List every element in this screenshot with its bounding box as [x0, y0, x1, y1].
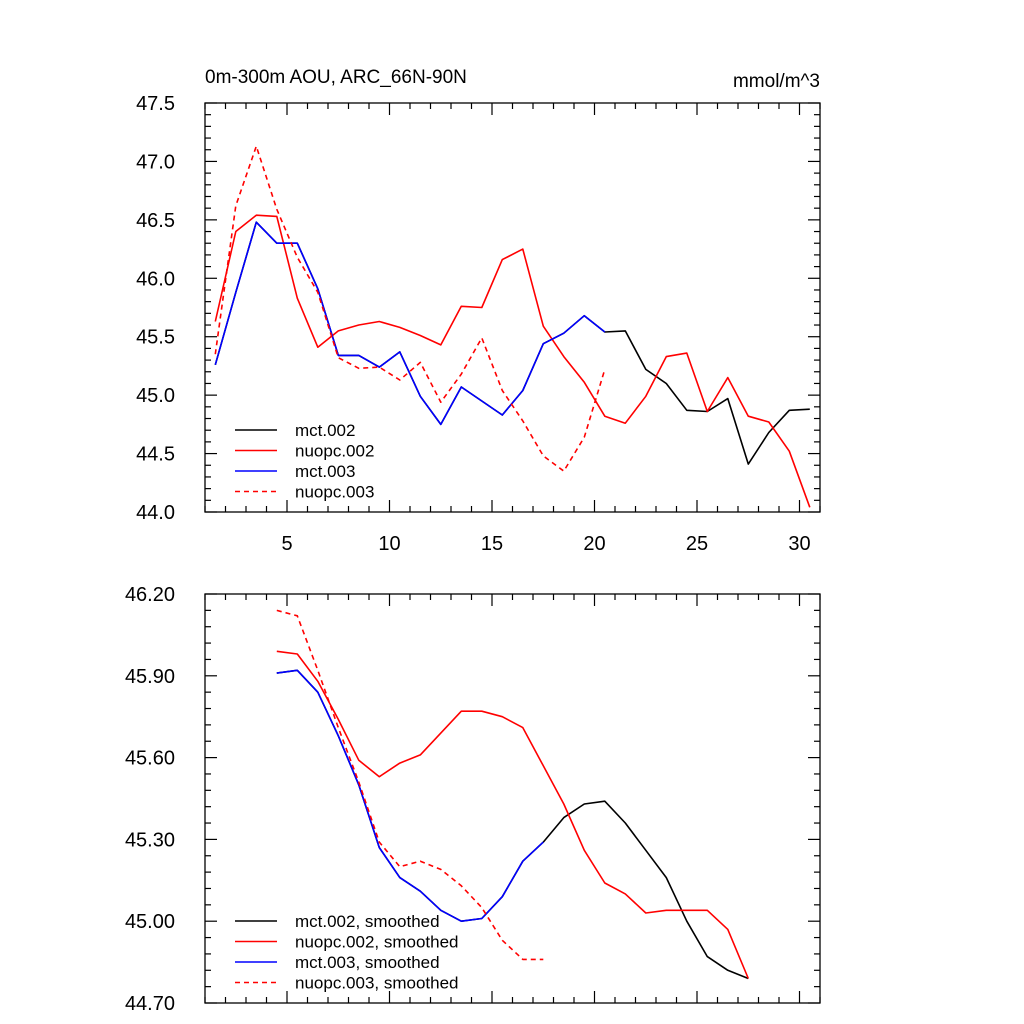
y-tick-label: 45.5: [136, 327, 175, 349]
y-tick-label: 46.20: [125, 584, 175, 606]
series-line-nuopc-003: [214, 145, 606, 472]
y-tick-label: 46.0: [136, 268, 175, 290]
y-tick-label: 44.5: [136, 444, 175, 466]
x-tick-label: 10: [378, 533, 400, 555]
y-tick-label: 45.0: [136, 385, 175, 407]
legend-label: mct.002, smoothed: [295, 912, 440, 931]
y-tick-label: 45.30: [125, 829, 175, 851]
y-tick-label: 47.5: [136, 93, 175, 115]
y-tick-label: 44.0: [136, 502, 175, 524]
x-tick-label: 20: [583, 533, 605, 555]
series-line-nuopc-002-smoothed: [276, 650, 750, 979]
legend-label: nuopc.003: [295, 483, 374, 502]
y-tick-label: 46.5: [136, 210, 175, 232]
x-tick-label: 30: [788, 533, 810, 555]
series-line-nuopc-003-smoothed: [276, 609, 544, 961]
y-tick-label: 47.0: [136, 151, 175, 173]
legend-label: mct.003, smoothed: [295, 953, 440, 972]
series-line-mct-003: [214, 221, 606, 426]
y-tick-label: 45.90: [125, 666, 175, 688]
x-tick-label: 5: [281, 533, 292, 555]
chart-title: 0m-300m AOU, ARC_66N-90N: [205, 67, 467, 88]
legend-label: mct.002: [295, 421, 355, 440]
x-tick-label: 15: [481, 533, 503, 555]
units-label: mmol/m^3: [733, 71, 820, 92]
y-tick-label: 44.70: [125, 993, 175, 1015]
legend-label: nuopc.002, smoothed: [295, 933, 459, 952]
bottom-panel-aou-smoothed: 44.70 45.00 45.30 45.60 45.90 46.20 mct.002, s…: [125, 584, 821, 1015]
y-tick-label: 45.00: [125, 911, 175, 933]
top-panel-aou-raw: 5 10 15 20 25 30 44.0 44.5 45.0 45.5 46.0 46.5 47.0 4…: [136, 67, 821, 555]
series-line-mct-003-smoothed: [276, 669, 544, 923]
y-tick-label: 45.60: [125, 748, 175, 770]
legend-label: nuopc.003, smoothed: [295, 974, 459, 993]
series-line-nuopc-002: [214, 214, 811, 508]
legend-label: nuopc.002: [295, 442, 374, 461]
legend-label: mct.003: [295, 462, 355, 481]
x-tick-label: 25: [686, 533, 708, 555]
